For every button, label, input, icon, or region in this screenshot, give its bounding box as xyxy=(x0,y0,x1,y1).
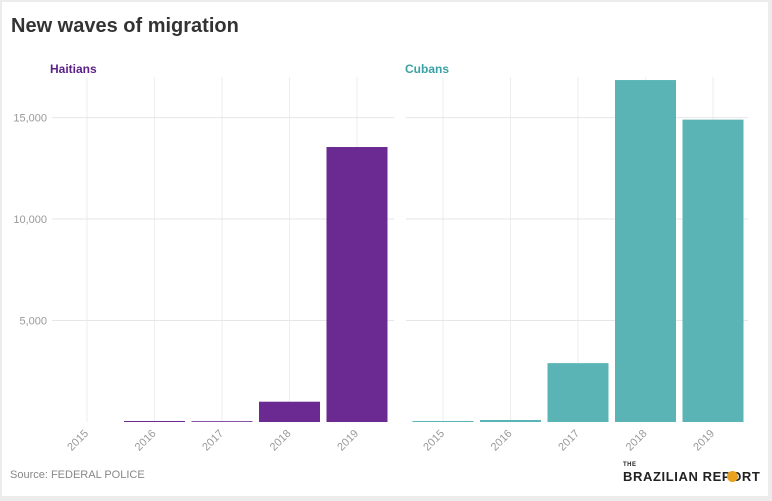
bar-cubans-2017 xyxy=(547,363,609,422)
bar-cubans-2018 xyxy=(615,80,676,422)
chart-title: New waves of migration xyxy=(11,15,239,37)
y-tick-label: 15,000 xyxy=(13,113,47,125)
bar-haitians-2016 xyxy=(124,420,185,422)
logo-name: BRAZILIAN REPORT xyxy=(623,469,761,484)
bar-haitians-2019 xyxy=(326,147,388,422)
x-tick-label: 2016 xyxy=(489,428,515,454)
bar-cubans-2019 xyxy=(682,119,744,422)
brand-logo: THE BRAZILIAN REPORT xyxy=(619,462,761,486)
x-tick-label: 2017 xyxy=(556,428,582,454)
bar-haitians-2018 xyxy=(259,401,320,422)
logo-dot-icon xyxy=(727,471,738,482)
x-tick-label: 2017 xyxy=(200,428,226,454)
bar-cubans-2016 xyxy=(480,419,541,422)
y-tick-label: 5,000 xyxy=(19,316,47,328)
x-tick-label: 2018 xyxy=(268,428,294,454)
bar-haitians-2017 xyxy=(191,421,253,422)
bar-cubans-2015 xyxy=(412,420,474,422)
x-tick-label: 2015 xyxy=(421,428,447,454)
y-tick-label: 10,000 xyxy=(13,214,47,226)
x-tick-label: 2018 xyxy=(624,428,650,454)
x-tick-label: 2015 xyxy=(65,428,91,454)
panel-title-cubans: Cubans xyxy=(405,62,449,76)
source-note: Source: FEDERAL POLICE xyxy=(10,469,145,481)
panel-title-haitians: Haitians xyxy=(50,62,97,76)
x-tick-label: 2019 xyxy=(691,428,717,454)
logo-the: THE xyxy=(623,462,637,468)
x-tick-label: 2019 xyxy=(335,428,361,454)
x-tick-label: 2016 xyxy=(133,428,159,454)
